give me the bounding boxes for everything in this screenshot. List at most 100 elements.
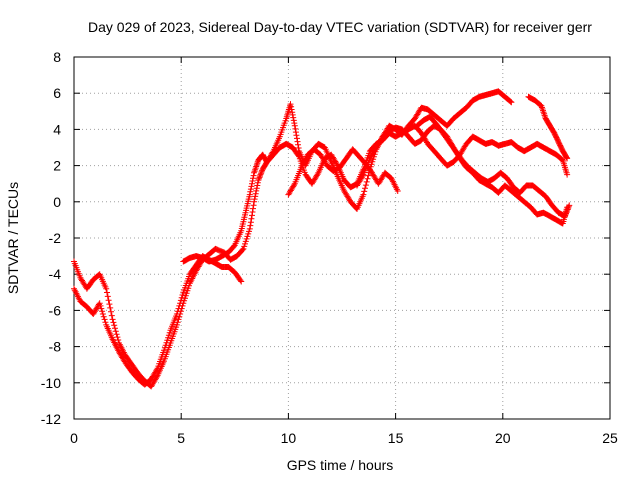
data-point-marker: [363, 178, 370, 185]
data-point-marker: [250, 205, 256, 212]
data-point-marker: [173, 321, 180, 328]
data-point-marker: [112, 328, 119, 335]
series-track-4: [285, 146, 401, 198]
data-point-marker: [314, 171, 321, 178]
data-point-marker: [248, 183, 255, 190]
data-point-marker: [177, 297, 184, 304]
x-tick-label: 0: [70, 430, 78, 446]
data-point-marker: [104, 293, 111, 300]
data-point-marker: [365, 172, 372, 179]
data-point-marker: [111, 322, 118, 329]
data-point-marker: [250, 175, 256, 182]
chart-title: Day 029 of 2023, Sidereal Day-to-day VTE…: [88, 19, 592, 35]
data-point-marker: [102, 319, 109, 326]
y-tick-label: -10: [41, 375, 61, 391]
data-point-marker: [108, 308, 114, 315]
series-line: [183, 90, 512, 263]
y-tick-label: -8: [49, 339, 62, 355]
x-tick-label: 15: [388, 430, 404, 446]
data-point-marker: [507, 98, 514, 105]
data-point-marker: [564, 155, 571, 162]
data-point-marker: [364, 175, 371, 182]
data-point-marker: [105, 297, 112, 304]
data-point-marker: [176, 302, 183, 309]
data-point-marker: [254, 179, 261, 186]
y-tick-label: -4: [49, 266, 62, 282]
data-point-marker: [109, 316, 116, 323]
data-point-marker: [239, 246, 246, 253]
y-tick-label: 0: [53, 194, 61, 210]
data-point-marker: [253, 187, 260, 194]
data-point-marker: [565, 203, 572, 210]
data-point-marker: [293, 132, 300, 139]
data-point-marker: [362, 185, 368, 192]
data-point-marker: [107, 304, 114, 311]
data-point-marker: [257, 171, 264, 178]
data-point-marker: [269, 149, 276, 156]
x-tick-label: 5: [177, 430, 185, 446]
data-point-marker: [173, 311, 180, 317]
data-point-marker: [564, 207, 571, 214]
data-point-marker: [237, 277, 244, 284]
data-point-marker: [359, 173, 366, 179]
x-tick-label: 20: [495, 430, 511, 446]
y-tick-label: -6: [49, 302, 62, 318]
data-point-marker: [177, 300, 184, 307]
data-point-marker: [113, 331, 120, 338]
data-series: [71, 88, 573, 390]
axis-ticks: 0 5 10 15 20 25 -12 -10 -8 -6 -4 -2 0 2 4 6 8: [41, 49, 618, 446]
data-point-marker: [96, 300, 103, 307]
data-point-marker: [98, 305, 105, 312]
data-point-marker: [178, 294, 185, 301]
data-point-marker: [291, 122, 298, 129]
data-point-marker: [247, 188, 254, 195]
y-tick-label: -12: [41, 411, 61, 427]
data-point-marker: [112, 325, 118, 332]
grid-lines: [74, 57, 610, 419]
data-point-marker: [248, 215, 255, 222]
data-point-marker: [394, 187, 401, 194]
y-tick-label: 2: [53, 158, 61, 174]
y-tick-label: 4: [53, 121, 61, 137]
data-point-marker: [295, 141, 301, 148]
data-point-marker: [106, 301, 113, 308]
data-point-marker: [291, 182, 297, 189]
data-point-marker: [101, 316, 108, 323]
data-point-marker: [179, 292, 186, 298]
x-tick-label: 25: [602, 430, 618, 446]
y-axis-label: SDTVAR / TECUs: [5, 182, 21, 294]
data-point-marker: [564, 171, 571, 178]
data-point-marker: [251, 196, 258, 203]
data-point-marker: [361, 188, 368, 195]
data-point-marker: [110, 319, 117, 326]
y-tick-label: 6: [53, 85, 61, 101]
data-point-marker: [247, 222, 254, 229]
data-point-marker: [174, 308, 181, 315]
data-point-marker: [563, 210, 569, 217]
data-point-marker: [99, 308, 106, 315]
data-point-marker: [566, 202, 573, 209]
data-point-marker: [175, 305, 182, 312]
data-point-marker: [99, 311, 106, 317]
y-tick-label: 8: [53, 49, 61, 65]
data-point-marker: [290, 114, 297, 121]
y-tick-label: -2: [49, 230, 62, 246]
data-point-marker: [103, 285, 110, 292]
data-point-marker: [360, 191, 367, 198]
data-point-marker: [108, 312, 115, 319]
x-tick-label: 10: [281, 430, 297, 446]
data-point-marker: [563, 154, 570, 161]
data-point-marker: [175, 316, 182, 323]
data-point-marker: [362, 182, 369, 189]
data-point-marker: [287, 101, 294, 108]
data-point-marker: [97, 302, 104, 309]
x-axis-label: GPS time / hours: [287, 457, 394, 473]
series-track-6: [414, 113, 573, 220]
data-point-marker: [238, 278, 245, 285]
data-point-marker: [114, 334, 121, 341]
data-point-marker: [288, 106, 295, 113]
data-point-marker: [255, 175, 262, 182]
data-point-marker: [100, 313, 107, 320]
data-point-marker: [508, 99, 515, 106]
